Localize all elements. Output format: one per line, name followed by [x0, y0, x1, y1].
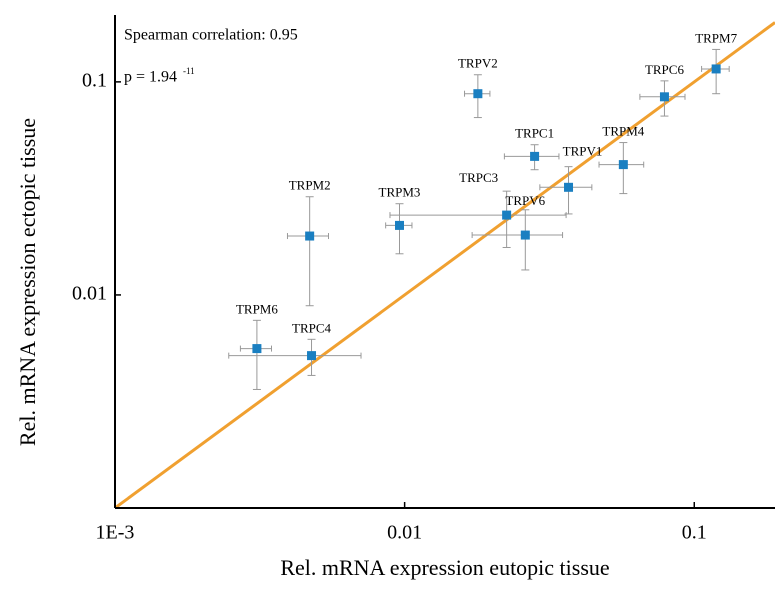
point: [307, 351, 317, 361]
point-label: TRPC6: [645, 62, 685, 77]
point: [502, 210, 512, 220]
point: [394, 220, 404, 230]
p-value-exponent: -11: [183, 66, 195, 76]
point-label: TRPV2: [458, 56, 498, 71]
correlation-annotation: Spearman correlation: 0.95: [124, 27, 298, 44]
point: [711, 64, 721, 74]
point: [564, 182, 574, 192]
point-label: TRPM3: [379, 185, 421, 200]
point: [618, 160, 628, 170]
p-value-annotation: p = 1.94: [124, 69, 177, 86]
x-tick-label: 0.1: [682, 522, 707, 544]
point-label: TRPM2: [289, 178, 331, 193]
point: [659, 92, 669, 102]
point-label: TRPM6: [236, 301, 278, 316]
point-label: TRPM7: [695, 30, 737, 45]
point: [473, 89, 483, 99]
identity-line: [114, 21, 775, 510]
point-label: TRPM4: [602, 124, 644, 139]
point: [520, 230, 530, 240]
point: [530, 151, 540, 161]
x-tick-label: 0.01: [387, 522, 422, 544]
point-label: TRPV1: [563, 144, 603, 159]
x-tick-label: 1E-3: [96, 522, 135, 544]
x-axis-label: Rel. mRNA expression eutopic tissue: [280, 555, 609, 580]
point: [252, 344, 262, 354]
y-tick-label: 0.1: [82, 69, 107, 91]
point: [305, 231, 315, 241]
point-label: TRPV6: [505, 193, 545, 208]
point-label: TRPC1: [515, 126, 554, 141]
point-label: TRPC3: [459, 170, 498, 185]
point-label: TRPC4: [292, 320, 332, 335]
y-axis-label: Rel. mRNA expression ectopic tissue: [15, 118, 40, 446]
y-tick-label: 0.01: [72, 283, 107, 305]
